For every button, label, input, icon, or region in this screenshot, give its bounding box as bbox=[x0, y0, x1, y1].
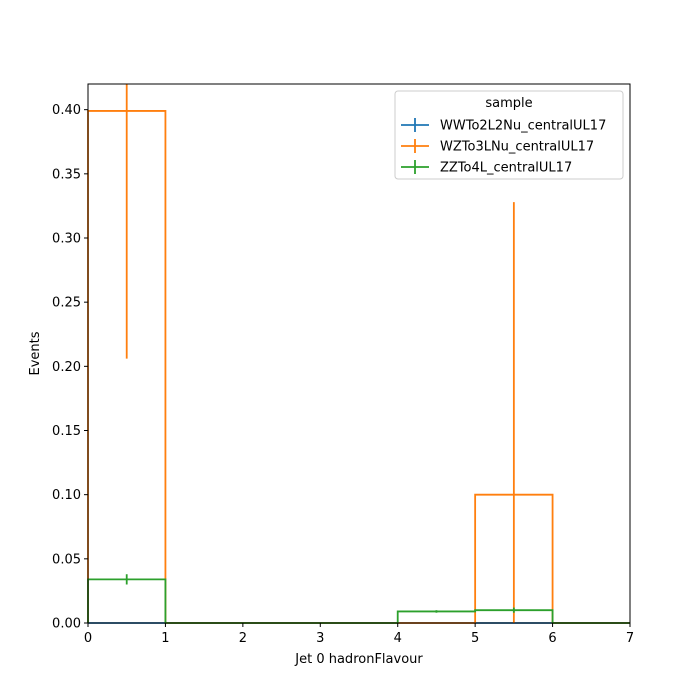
legend-box bbox=[394, 90, 624, 180]
y-tick-label: 0.15 bbox=[52, 424, 81, 439]
legend-title: sample bbox=[485, 96, 532, 111]
y-tick-label: 0.30 bbox=[52, 232, 81, 247]
x-tick-label: 3 bbox=[316, 631, 324, 646]
legend: sample WWTo2L2Nu_centralUL17 WZTo3LNu_cen… bbox=[394, 90, 624, 180]
legend-entry-label: WWTo2L2Nu_centralUL17 bbox=[440, 119, 606, 134]
x-tick-label: 2 bbox=[239, 631, 247, 646]
y-tick-label: 0.20 bbox=[52, 360, 81, 375]
x-tick-label: 4 bbox=[394, 631, 402, 646]
x-axis: 0 1 2 3 4 5 6 7 bbox=[84, 623, 634, 646]
x-tick-label: 6 bbox=[548, 631, 556, 646]
legend-entry-label: WZTo3LNu_centralUL17 bbox=[440, 140, 594, 155]
plot-frame bbox=[87, 83, 631, 624]
y-tick-label: 0.40 bbox=[52, 103, 81, 118]
y-axis-label: Events bbox=[28, 331, 43, 375]
x-tick-label: 0 bbox=[84, 631, 92, 646]
y-tick-label: 0.35 bbox=[52, 167, 81, 182]
y-tick-label: 0.10 bbox=[52, 488, 81, 503]
legend-entries: WWTo2L2Nu_centralUL17 WZTo3LNu_centralUL1… bbox=[401, 118, 606, 176]
y-tick-label: 0.00 bbox=[52, 617, 81, 632]
legend-entry-label: ZZTo4L_centralUL17 bbox=[440, 161, 572, 176]
x-tick-label: 5 bbox=[471, 631, 479, 646]
y-tick-label: 0.25 bbox=[52, 296, 81, 311]
x-tick-label: 1 bbox=[161, 631, 169, 646]
y-tick-label: 0.05 bbox=[52, 552, 81, 567]
y-axis: 0.00 0.05 0.10 0.15 0.20 0.25 0.30 0.35 0.40 bbox=[52, 103, 88, 632]
x-tick-label: 7 bbox=[626, 631, 634, 646]
x-axis-label: Jet 0 hadronFlavour bbox=[294, 652, 423, 667]
